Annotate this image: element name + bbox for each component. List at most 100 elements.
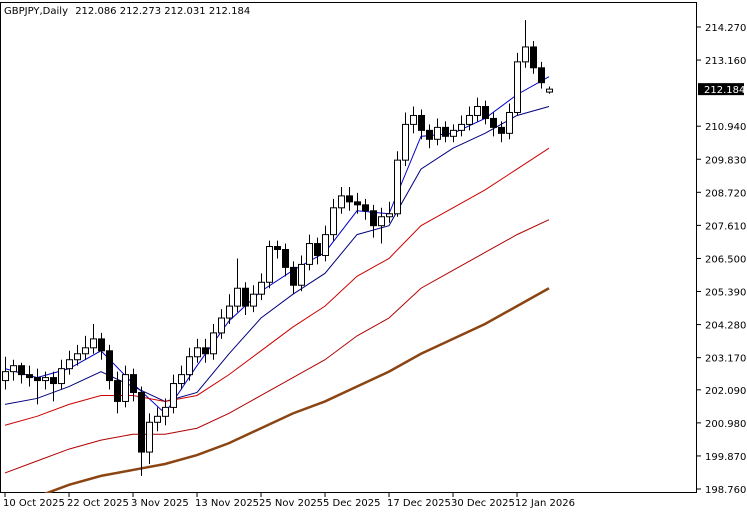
y-tick-label: 208.720 — [705, 188, 746, 199]
candle-body — [34, 377, 41, 382]
candle-body — [346, 195, 353, 203]
x-tick-label: 3 Nov 2025 — [131, 498, 189, 509]
candle-body — [402, 123, 409, 161]
candle-body — [530, 46, 537, 69]
x-tick-label: 13 Nov 2025 — [195, 498, 259, 509]
open: 212.086 — [75, 6, 116, 17]
candle-body — [234, 287, 241, 307]
candle-body — [378, 216, 385, 227]
candle-body — [162, 406, 169, 417]
y-tick-label: 200.980 — [705, 419, 746, 430]
y-tick-label: 214.270 — [705, 23, 746, 34]
moving-average — [4, 106, 550, 405]
x-tick-label: 12 Jan 2026 — [515, 498, 575, 509]
candle-body — [218, 317, 225, 334]
candle-body — [450, 129, 457, 137]
candle-body — [130, 374, 137, 393]
candle-body — [114, 380, 121, 402]
x-tick-label: 22 Oct 2025 — [67, 498, 129, 509]
candle-body — [546, 88, 553, 93]
candle-body — [210, 332, 217, 355]
price-tag-label: 212.184 — [704, 85, 745, 96]
candle-body — [186, 356, 193, 376]
candle-body — [362, 204, 369, 212]
candle-body — [170, 383, 177, 408]
candle-body — [98, 338, 105, 352]
price-tag — [698, 83, 744, 96]
candle-body — [58, 368, 65, 385]
y-tick-label: 199.870 — [705, 452, 746, 463]
candle-body — [514, 61, 521, 113]
candle-body — [18, 365, 25, 376]
candle-body — [506, 111, 513, 134]
candle-body — [306, 243, 313, 265]
candle-body — [250, 293, 257, 307]
y-tick-label: 213.160 — [705, 56, 746, 67]
candle-body — [90, 338, 97, 349]
candle-body — [274, 246, 281, 251]
candle-body — [290, 266, 297, 286]
candle-body — [82, 347, 89, 355]
x-tick-label: 10 Oct 2025 — [3, 498, 65, 509]
candle-body — [466, 114, 473, 125]
close: 212.184 — [209, 6, 250, 17]
candle-body — [178, 374, 185, 385]
candle-body — [338, 195, 345, 209]
candle-body — [498, 126, 505, 134]
high: 212.273 — [120, 6, 161, 17]
candle-body — [314, 243, 321, 256]
chart-header: GBPJPY,Daily 212.086 212.273 212.031 212… — [4, 6, 250, 17]
candle-body — [282, 249, 289, 268]
candle-body — [138, 391, 145, 453]
candle-body — [202, 347, 209, 355]
candle-body — [298, 263, 305, 286]
y-tick-label: 206.500 — [705, 254, 746, 265]
candle-body — [394, 159, 401, 215]
candle-body — [74, 353, 81, 361]
candle-body — [354, 201, 361, 206]
y-tick-label: 202.090 — [705, 386, 746, 397]
candle-body — [490, 117, 497, 128]
x-tick-label: 5 Dec 2025 — [323, 498, 381, 509]
candle-body — [418, 114, 425, 131]
x-tick-label: 30 Dec 2025 — [451, 498, 515, 509]
low: 212.031 — [164, 6, 205, 17]
candle-body — [442, 126, 449, 137]
candle-body — [410, 114, 417, 125]
candle-body — [482, 106, 489, 119]
candle-body — [146, 421, 153, 453]
plot — [2, 20, 553, 493]
candle-body — [474, 106, 481, 116]
candle-body — [10, 365, 17, 373]
candle-body — [42, 377, 49, 382]
candle-body — [242, 287, 249, 307]
candle-body — [386, 213, 393, 218]
candle-body — [26, 374, 33, 379]
candle-body — [258, 281, 265, 295]
candle-body — [50, 377, 57, 385]
candle-body — [2, 371, 9, 382]
candle-body — [330, 207, 337, 236]
candle-body — [122, 374, 129, 402]
y-tick-label: 205.390 — [705, 288, 746, 299]
candle-body — [226, 305, 233, 319]
candle-body — [434, 126, 441, 140]
candle-body — [538, 67, 545, 84]
candle-body — [458, 123, 465, 131]
candle-body — [426, 129, 433, 140]
y-tick-label: 203.170 — [705, 354, 746, 365]
moving-average — [4, 219, 550, 474]
symbol: GBPJPY,Daily — [4, 6, 68, 17]
candle-body — [522, 46, 529, 63]
candle-body — [322, 234, 329, 256]
candle-body — [154, 415, 161, 423]
candle-body — [370, 210, 377, 227]
candle-body — [106, 350, 113, 382]
y-tick-label: 207.610 — [705, 221, 746, 232]
plot-frame — [0, 2, 697, 493]
y-tick-label: 210.940 — [705, 122, 746, 133]
moving-average — [43, 287, 550, 493]
moving-average — [4, 147, 550, 426]
candle-body — [194, 347, 201, 358]
